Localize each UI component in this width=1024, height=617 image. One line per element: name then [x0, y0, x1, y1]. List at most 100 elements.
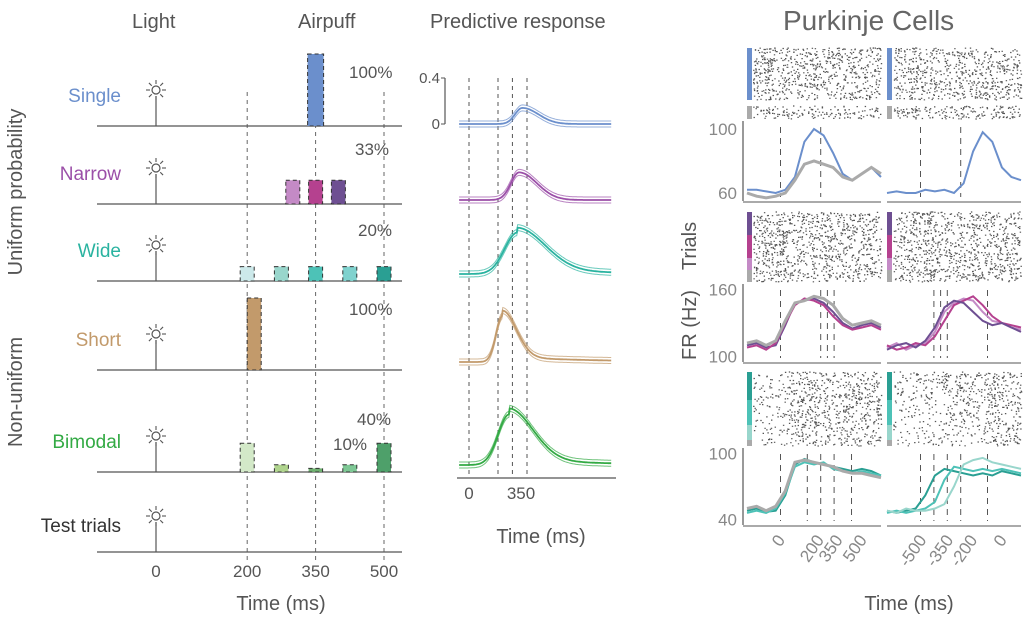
fr-trace [886, 467, 1022, 514]
fr-ytick: 100 [709, 120, 737, 139]
airpuff-bar [308, 179, 324, 205]
raster-dots [893, 47, 1023, 120]
airpuff-bar [285, 179, 301, 205]
sun-ray [148, 508, 153, 513]
header-predictive: Predictive response [430, 11, 606, 33]
airpuff-bar [308, 467, 324, 473]
airpuff-bar [376, 442, 392, 473]
response-band-upper [459, 168, 612, 198]
predictive-ytick: 0 [432, 116, 440, 133]
schematic-xlabel: Time (ms) [236, 593, 325, 615]
raster-dots [753, 211, 883, 283]
sun-ray [159, 439, 164, 444]
purkinje-tick-label: 0 [990, 531, 1011, 550]
percent-label: 40% [357, 410, 391, 429]
raster-color-bar [887, 100, 892, 106]
raster-color-bar [747, 425, 752, 440]
percent-label: 100% [349, 300, 392, 319]
sun-ray [148, 248, 153, 253]
schematic-tick-label: 500 [370, 562, 398, 581]
sun-ray [159, 82, 164, 87]
fr-ytick: 100 [709, 445, 737, 464]
trials-label: Trials [679, 222, 701, 270]
raster-color-bar [747, 258, 752, 270]
response-trace [459, 171, 612, 201]
sun-ray [148, 160, 153, 165]
raster-color-bar [887, 212, 892, 235]
header-light: Light [132, 11, 176, 33]
raster-color-bar [747, 440, 752, 446]
raster-color-bar [887, 270, 892, 282]
condition-label: Bimodal [52, 432, 121, 453]
sun-ray [148, 93, 153, 98]
sun-icon-core [151, 240, 161, 250]
sun-ray [159, 337, 164, 342]
condition-label: Single [68, 86, 121, 107]
response-band-lower [459, 230, 612, 278]
predictive-tick-label: 350 [507, 484, 535, 503]
raster-color-bar [747, 235, 752, 258]
raster-dots [893, 211, 1023, 283]
sun-ray [148, 439, 153, 444]
response-band-upper [459, 306, 612, 360]
condition-label: Test trials [41, 516, 121, 537]
predictive-xlabel: Time (ms) [496, 526, 585, 548]
raster-color-bar [887, 235, 892, 258]
schematic-panel: Single 100% Narrow 33% Wide 20% Short 100% Bimod… [41, 53, 402, 581]
fr-ytick: 160 [709, 281, 737, 300]
group-label-uniform: Uniform probability [5, 109, 27, 276]
sun-ray [148, 82, 153, 87]
airpuff-bar [307, 53, 325, 127]
airpuff-bar [376, 266, 392, 282]
raster-color-bar [887, 372, 892, 400]
header-purkinje: Purkinje Cells [783, 5, 954, 36]
predictive-panel: 0.4 0 0 350 [419, 70, 616, 503]
percent-label: 33% [355, 140, 389, 159]
purkinje-xlabel: Time (ms) [864, 593, 953, 615]
response-band-lower [459, 174, 612, 204]
sun-icon-core [151, 163, 161, 173]
schematic-tick-label: 350 [301, 562, 329, 581]
percent-label: 20% [358, 221, 392, 240]
fr-trace [746, 458, 882, 513]
sun-icon [146, 506, 166, 526]
fr-ytick: 100 [709, 347, 737, 366]
raster-color-bar [747, 270, 752, 282]
sun-ray [159, 326, 164, 331]
fr-trace [886, 465, 1022, 514]
raster-panel [887, 47, 1023, 120]
sun-ray [159, 519, 164, 524]
predictive-ytick: 0.4 [419, 70, 440, 87]
purkinje-tick-label: -500 [895, 531, 930, 570]
schematic-tick-label: 0 [151, 562, 160, 581]
raster-dots [893, 371, 1023, 447]
fr-trace [746, 297, 882, 351]
response-trace [459, 226, 612, 275]
raster-color-bar [887, 48, 892, 100]
airpuff-bar [342, 266, 358, 282]
airpuff-bar [239, 266, 255, 282]
sun-icon [146, 235, 166, 255]
raster-panel [747, 371, 883, 447]
airpuff-bar [342, 464, 358, 473]
fr-label: FR (Hz) [679, 290, 701, 360]
response-trace [459, 309, 612, 363]
raster-panel [887, 211, 1023, 283]
sun-icon-core [151, 85, 161, 95]
response-trace [459, 106, 612, 125]
raster-color-bar [887, 440, 892, 446]
raster-color-bar [887, 400, 892, 425]
response-band-lower [459, 110, 612, 128]
airpuff-bar [273, 464, 289, 473]
airpuff-bar [308, 266, 324, 282]
sun-icon [146, 80, 166, 100]
sun-ray [159, 93, 164, 98]
raster-dots [753, 47, 883, 120]
raster-color-bar [887, 258, 892, 270]
purkinje-tick-label: 500 [839, 531, 871, 565]
raster-panel [747, 47, 883, 120]
sun-ray [148, 337, 153, 342]
fr-trace [886, 456, 1022, 514]
airpuff-bar [330, 179, 346, 205]
